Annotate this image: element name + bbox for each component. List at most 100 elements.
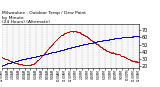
Point (35, 61, 37, 62)
Point (50, 44, 53, 46)
Point (6, 62, 9, 64)
Point (0, 56, 3, 58)
Point (114, 53, 117, 54)
Point (58, 50, 61, 51)
Point (52, 43, 54, 44)
Point (109, 51, 111, 53)
Point (52, 51, 55, 53)
Point (88, 37, 90, 39)
Point (127, 36, 130, 38)
Point (81, 33, 84, 35)
Point (4, 58, 7, 60)
Point (73, 30, 76, 31)
Point (49, 52, 52, 54)
Point (66, 31, 69, 33)
Point (95, 41, 98, 42)
Point (104, 49, 106, 50)
Point (66, 31, 69, 33)
Point (115, 53, 117, 54)
Point (35, 61, 37, 62)
Point (99, 46, 102, 48)
Point (65, 31, 68, 33)
Point (127, 36, 129, 38)
Point (44, 53, 47, 55)
Text: 7:00PM: 7:00PM (108, 69, 112, 79)
Point (6, 63, 8, 64)
Point (8, 60, 11, 61)
Point (92, 41, 95, 42)
Point (21, 64, 24, 66)
Point (58, 37, 60, 38)
Point (99, 45, 101, 47)
Point (20, 59, 22, 60)
Point (107, 39, 109, 40)
Point (90, 42, 93, 43)
Point (64, 48, 66, 50)
Point (58, 36, 61, 37)
Point (33, 63, 36, 64)
Point (98, 45, 101, 46)
Point (30, 56, 33, 58)
Point (15, 60, 17, 62)
Point (26, 64, 29, 66)
Point (93, 42, 96, 43)
Point (88, 42, 91, 44)
Point (105, 50, 107, 51)
Point (7, 62, 10, 64)
Point (115, 38, 118, 39)
Point (71, 47, 73, 48)
Point (31, 63, 33, 65)
Point (83, 35, 86, 36)
Point (63, 49, 65, 50)
Point (23, 64, 25, 66)
Point (88, 42, 90, 44)
Point (93, 41, 95, 43)
Point (126, 36, 128, 38)
Point (83, 34, 85, 36)
Point (39, 55, 41, 56)
Point (37, 55, 40, 57)
Point (128, 58, 131, 60)
Point (43, 52, 46, 54)
Point (74, 46, 76, 47)
Point (80, 44, 83, 46)
Point (40, 54, 43, 56)
Point (136, 35, 139, 37)
Point (83, 43, 86, 45)
Point (69, 31, 72, 32)
Point (83, 43, 86, 45)
Point (20, 59, 23, 60)
Point (79, 45, 82, 46)
Point (129, 60, 132, 61)
Point (46, 49, 48, 51)
Point (68, 47, 71, 49)
Point (30, 64, 33, 65)
Point (31, 56, 33, 58)
Point (10, 62, 12, 63)
Point (84, 35, 86, 36)
Point (112, 52, 114, 53)
Point (105, 50, 108, 51)
Point (60, 35, 62, 36)
Point (93, 41, 96, 42)
Point (96, 44, 99, 45)
Point (92, 40, 94, 42)
Point (1, 57, 4, 58)
Point (89, 39, 91, 40)
Point (108, 51, 111, 53)
Point (87, 37, 89, 38)
Point (66, 48, 69, 49)
Point (94, 42, 96, 44)
Point (65, 48, 68, 49)
Point (28, 57, 31, 58)
Point (55, 51, 58, 52)
Point (52, 42, 55, 43)
Point (76, 45, 78, 47)
Point (13, 61, 16, 62)
Point (38, 58, 40, 60)
Point (116, 37, 119, 39)
Point (109, 52, 112, 53)
Point (35, 60, 38, 62)
Point (39, 55, 42, 56)
Point (117, 54, 119, 55)
